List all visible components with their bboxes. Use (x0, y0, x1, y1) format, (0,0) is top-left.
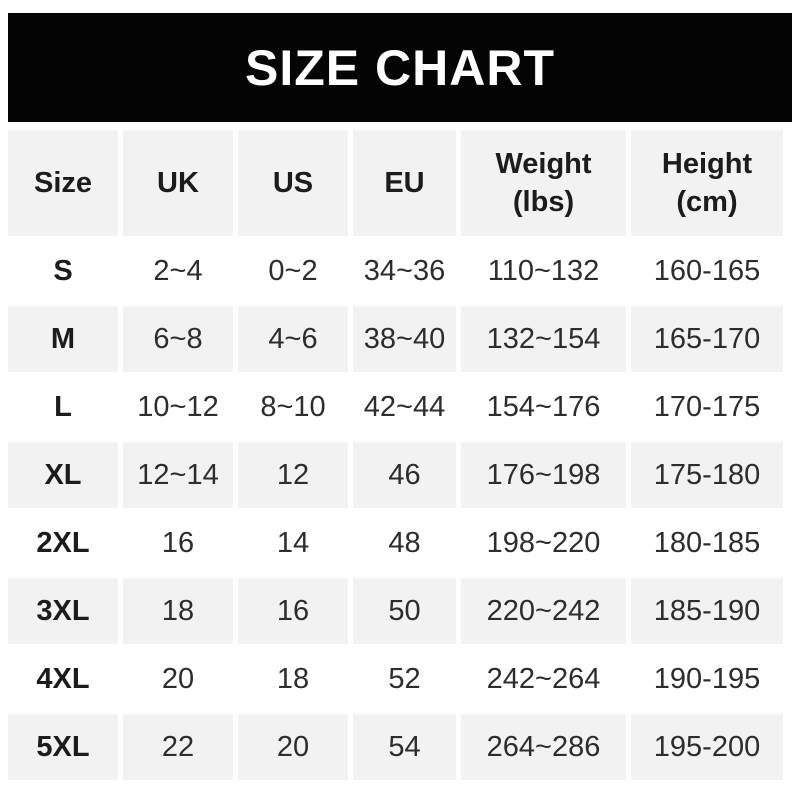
table-cell-us: 12 (238, 442, 348, 508)
table-cell-weight-lbs: 198~220 (461, 510, 626, 576)
size-label: 4XL (8, 646, 118, 712)
column-header-height-cm: Height (cm) (631, 130, 783, 236)
page-title: SIZE CHART (245, 39, 555, 96)
column-header-line: Size (33, 167, 93, 199)
column-header-eu: EU (353, 130, 456, 236)
table-cell-weight-lbs: 264~286 (461, 714, 626, 780)
table-row-m: M 6~8 4~6 38~40 132~154 165-170 (8, 306, 783, 372)
table-cell-height-cm: 160-165 (631, 238, 783, 304)
table-cell-height-cm: 175-180 (631, 442, 783, 508)
table-cell-eu: 34~36 (353, 238, 456, 304)
column-header-line: US (272, 167, 314, 199)
table-cell-height-cm: 185-190 (631, 578, 783, 644)
table-cell-us: 4~6 (238, 306, 348, 372)
table-cell-uk: 6~8 (123, 306, 233, 372)
table-row-5xl: 5XL 22 20 54 264~286 195-200 (8, 714, 783, 780)
size-label: XL (8, 442, 118, 508)
table-cell-us: 20 (238, 714, 348, 780)
table-cell-uk: 16 (123, 510, 233, 576)
column-header-weight-lbs: Weight (lbs) (461, 130, 626, 236)
column-header-size: Size (8, 130, 118, 236)
table-cell-eu: 42~44 (353, 374, 456, 440)
table-cell-weight-lbs: 110~132 (461, 238, 626, 304)
table-row-3xl: 3XL 18 16 50 220~242 185-190 (8, 578, 783, 644)
table-cell-uk: 22 (123, 714, 233, 780)
size-label: L (8, 374, 118, 440)
column-header-line: UK (157, 167, 199, 199)
table-cell-uk: 12~14 (123, 442, 233, 508)
table-cell-uk: 20 (123, 646, 233, 712)
table-cell-us: 16 (238, 578, 348, 644)
column-header-us: US (238, 130, 348, 236)
column-header-line: EU (384, 167, 425, 199)
table-cell-height-cm: 180-185 (631, 510, 783, 576)
header-row: Size UK US EU Weight (lbs) Height (cm) (8, 130, 783, 236)
table-row-l: L 10~12 8~10 42~44 154~176 170-175 (8, 374, 783, 440)
size-label: 3XL (8, 578, 118, 644)
table-row-xl: XL 12~14 12 46 176~198 175-180 (8, 442, 783, 508)
table-row-2xl: 2XL 16 14 48 198~220 180-185 (8, 510, 783, 576)
table-cell-us: 14 (238, 510, 348, 576)
size-label: S (8, 238, 118, 304)
table-cell-eu: 50 (353, 578, 456, 644)
column-header-line: Weight (495, 148, 592, 180)
table-cell-weight-lbs: 176~198 (461, 442, 626, 508)
table-cell-weight-lbs: 154~176 (461, 374, 626, 440)
table-row-s: S 2~4 0~2 34~36 110~132 160-165 (8, 238, 783, 304)
column-header-uk: UK (123, 130, 233, 236)
size-table: Size UK US EU Weight (lbs) Height (cm) S 2~4 0~2 3… (3, 128, 788, 782)
table-cell-uk: 10~12 (123, 374, 233, 440)
size-label: 2XL (8, 510, 118, 576)
table-cell-height-cm: 170-175 (631, 374, 783, 440)
table-cell-height-cm: 165-170 (631, 306, 783, 372)
table-cell-eu: 54 (353, 714, 456, 780)
table-cell-eu: 52 (353, 646, 456, 712)
table-body: S 2~4 0~2 34~36 110~132 160-165 M 6~8 4~6 38~40 13… (8, 238, 783, 780)
table-cell-weight-lbs: 132~154 (461, 306, 626, 372)
table-cell-us: 18 (238, 646, 348, 712)
table-cell-eu: 38~40 (353, 306, 456, 372)
table-cell-us: 0~2 (238, 238, 348, 304)
title-banner: SIZE CHART (8, 13, 792, 122)
table-cell-uk: 18 (123, 578, 233, 644)
table-cell-eu: 46 (353, 442, 456, 508)
table-cell-weight-lbs: 242~264 (461, 646, 626, 712)
column-header-line: (lbs) (512, 186, 575, 218)
table-cell-weight-lbs: 220~242 (461, 578, 626, 644)
table-cell-us: 8~10 (238, 374, 348, 440)
column-header-line: (cm) (676, 186, 738, 218)
table-row-4xl: 4XL 20 18 52 242~264 190-195 (8, 646, 783, 712)
table-cell-height-cm: 190-195 (631, 646, 783, 712)
table-cell-eu: 48 (353, 510, 456, 576)
column-header-line: Height (661, 148, 753, 180)
table-cell-uk: 2~4 (123, 238, 233, 304)
table-cell-height-cm: 195-200 (631, 714, 783, 780)
size-label: 5XL (8, 714, 118, 780)
size-label: M (8, 306, 118, 372)
